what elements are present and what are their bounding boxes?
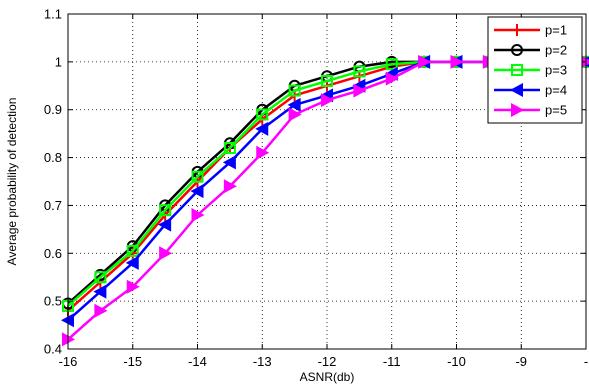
data-point bbox=[190, 184, 204, 199]
y-tick-label: 0.4 bbox=[44, 342, 62, 357]
legend: p=1 p=2 p=3 p=4 p=5 bbox=[487, 16, 583, 124]
data-point bbox=[450, 54, 464, 69]
data-point bbox=[126, 279, 140, 294]
data-point bbox=[418, 54, 432, 69]
data-point bbox=[255, 121, 269, 136]
legend-marker bbox=[511, 103, 524, 117]
y-tick-label: 0.9 bbox=[44, 102, 62, 117]
legend-label: p=3 bbox=[545, 63, 567, 78]
data-point bbox=[256, 108, 269, 121]
legend-label: p=5 bbox=[545, 103, 567, 118]
x-tick-label: -12 bbox=[318, 354, 337, 369]
legend-entry: p=5 bbox=[494, 103, 567, 118]
data-point bbox=[353, 65, 366, 78]
legend-marker bbox=[511, 64, 523, 76]
x-tick-label: -15 bbox=[123, 354, 142, 369]
data-point bbox=[321, 75, 333, 87]
legend-marker bbox=[510, 83, 523, 97]
x-tick-label: -14 bbox=[188, 354, 207, 369]
data-point bbox=[321, 93, 334, 108]
data-point bbox=[223, 179, 237, 194]
x-axis-label: ASNR(db) bbox=[300, 370, 355, 384]
x-tick-label: - bbox=[584, 354, 588, 369]
axis-ticks: -16 -15 -14 -13 -12 -11 -10 -9 - 0.4 0.5 0.6 0.7 0.8 0… bbox=[44, 7, 588, 370]
data-point bbox=[222, 155, 236, 170]
data-point bbox=[223, 142, 236, 154]
data-point bbox=[191, 208, 205, 222]
legend-label: p=1 bbox=[545, 23, 567, 38]
y-tick-label: 0.5 bbox=[44, 294, 62, 309]
legend-marker bbox=[511, 44, 523, 56]
data-point bbox=[94, 271, 107, 284]
data-point bbox=[191, 170, 204, 183]
y-tick-label: 0.8 bbox=[44, 150, 62, 165]
y-tick-label: 0.7 bbox=[44, 198, 62, 213]
data-point bbox=[159, 246, 173, 261]
legend-entry: p=4 bbox=[494, 83, 567, 98]
data-point bbox=[287, 97, 301, 112]
y-tick-label: 1.1 bbox=[44, 7, 62, 22]
data-point bbox=[125, 255, 139, 270]
x-tick-label: -13 bbox=[253, 354, 272, 369]
data-point bbox=[288, 107, 302, 122]
data-point bbox=[94, 303, 108, 318]
legend-label: p=2 bbox=[545, 43, 567, 58]
y-axis-label: Average probability of detection bbox=[5, 98, 19, 266]
y-tick-label: 1 bbox=[55, 54, 62, 69]
data-point bbox=[353, 83, 367, 98]
y-tick-label: 0.6 bbox=[44, 246, 62, 261]
data-point bbox=[158, 217, 172, 232]
x-tick-label: -9 bbox=[515, 354, 527, 369]
data-point bbox=[385, 71, 399, 86]
legend-entry: p=1 bbox=[494, 23, 567, 38]
legend-entry: p=3 bbox=[494, 63, 567, 78]
data-point bbox=[126, 244, 139, 257]
data-point bbox=[288, 84, 301, 97]
data-point bbox=[385, 58, 398, 71]
legend-marker bbox=[511, 24, 523, 36]
x-tick-label: -10 bbox=[447, 354, 466, 369]
data-point bbox=[93, 284, 107, 299]
data-point bbox=[256, 145, 270, 160]
data-point bbox=[159, 204, 172, 217]
x-tick-label: -11 bbox=[383, 354, 401, 369]
x-tick-label: -16 bbox=[59, 354, 78, 369]
legend-label: p=4 bbox=[545, 83, 567, 98]
legend-entry: p=2 bbox=[494, 43, 567, 58]
